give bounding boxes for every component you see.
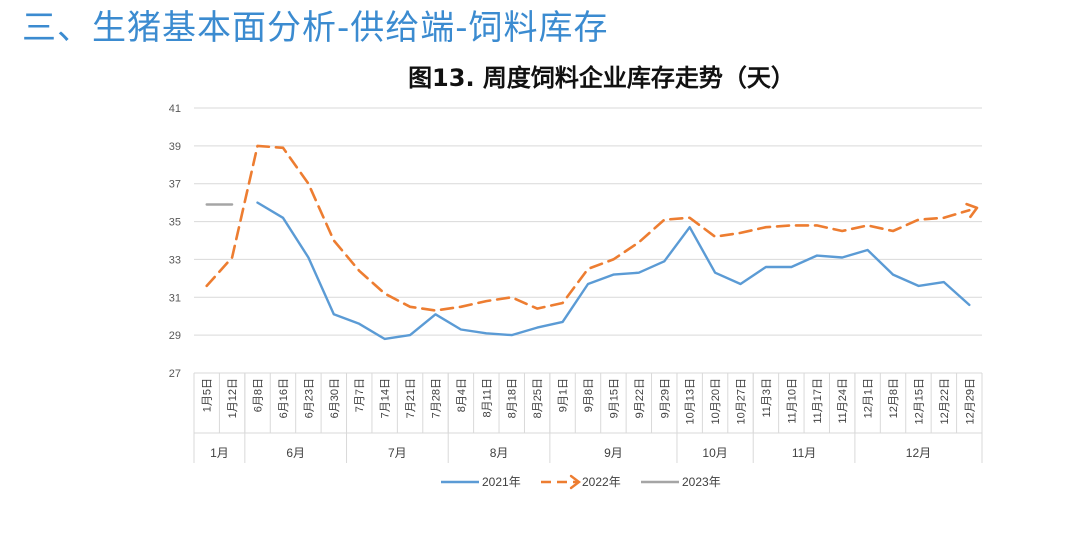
y-tick-label: 29: [169, 330, 181, 342]
legend-label-1: 2021年: [482, 475, 521, 489]
month-label: 11月: [792, 446, 816, 460]
legend-label-2: 2022年: [582, 475, 621, 489]
x-tick-label: 9月22日: [634, 378, 646, 418]
x-tick-label: 11月17日: [812, 378, 824, 424]
x-tick-label: 6月30日: [329, 378, 341, 418]
chart-title: 图13. 周度饲料企业库存走势（天）: [408, 64, 795, 92]
x-tick-label: 1月5日: [202, 378, 214, 412]
x-tick-label: 8月25日: [532, 378, 544, 418]
month-label: 7月: [388, 446, 407, 460]
y-tick-label: 35: [169, 217, 181, 229]
y-tick-label: 39: [169, 141, 181, 153]
legend: 2021年 2022年 2023年: [441, 474, 721, 490]
x-tick-label: 12月22日: [939, 378, 951, 424]
x-tick-label: 9月1日: [558, 378, 570, 412]
x-tick-label: 11月3日: [761, 378, 773, 418]
month-label: 10月: [702, 446, 727, 460]
y-axis: 41 39 37 35 33 31 29 27: [169, 103, 181, 380]
gridlines: [194, 107, 982, 374]
x-tick-label: 8月11日: [481, 378, 493, 418]
x-tick-label: 6月23日: [303, 378, 315, 418]
x-tick-label: 9月8日: [583, 378, 595, 412]
x-tick-label: 12月1日: [863, 378, 875, 418]
x-tick-label: 6月16日: [278, 378, 290, 418]
x-tick-label: 11月24日: [837, 378, 849, 424]
x-tick-label: 8月18日: [507, 378, 519, 418]
month-label: 8月: [490, 446, 509, 460]
y-tick-label: 31: [169, 292, 181, 304]
x-tick-label: 12月15日: [913, 378, 925, 424]
legend-arrow-icon: [569, 474, 581, 490]
y-tick-label: 37: [169, 179, 181, 191]
month-label: 1月: [210, 446, 229, 460]
x-tick-label: 1月12日: [227, 378, 239, 418]
month-label: 6月: [286, 446, 305, 460]
x-tick-label: 12月29日: [964, 378, 976, 424]
x-tick-label: 10月20日: [710, 378, 722, 424]
series-arrowhead: [965, 202, 979, 219]
x-tick-label: 9月15日: [608, 378, 620, 418]
series-line-2: [205, 144, 971, 312]
x-tick-label: 9月29日: [659, 378, 671, 418]
y-tick-label: 27: [169, 368, 181, 380]
x-tick-label: 7月21日: [405, 378, 417, 418]
page-heading: 三、生猪基本面分析-供给端-饲料库存: [22, 8, 609, 48]
x-tick-label: 6月8日: [253, 378, 265, 412]
legend-label-3: 2023年: [682, 475, 721, 489]
y-tick-label: 33: [169, 254, 181, 266]
x-axis: 1月5日 1月12日 6月8日 6月16日 6月23日 6月30日 7月7日 7月14日 7月2…: [193, 373, 983, 463]
month-label: 9月: [604, 446, 623, 460]
series-line-1: [256, 201, 971, 341]
y-tick-label: 41: [169, 103, 181, 115]
x-tick-label: 10月13日: [685, 378, 697, 424]
x-tick-label: 11月10日: [786, 378, 798, 424]
x-tick-label: 7月7日: [354, 378, 366, 412]
x-tick-label: 12月8日: [888, 378, 900, 418]
x-tick-label: 7月28日: [430, 378, 442, 418]
month-label: 12月: [906, 446, 931, 460]
x-tick-label: 8月4日: [456, 378, 468, 412]
x-tick-label: 7月14日: [380, 378, 392, 418]
x-tick-label: 10月27日: [736, 378, 748, 424]
series-lines: [205, 144, 979, 341]
